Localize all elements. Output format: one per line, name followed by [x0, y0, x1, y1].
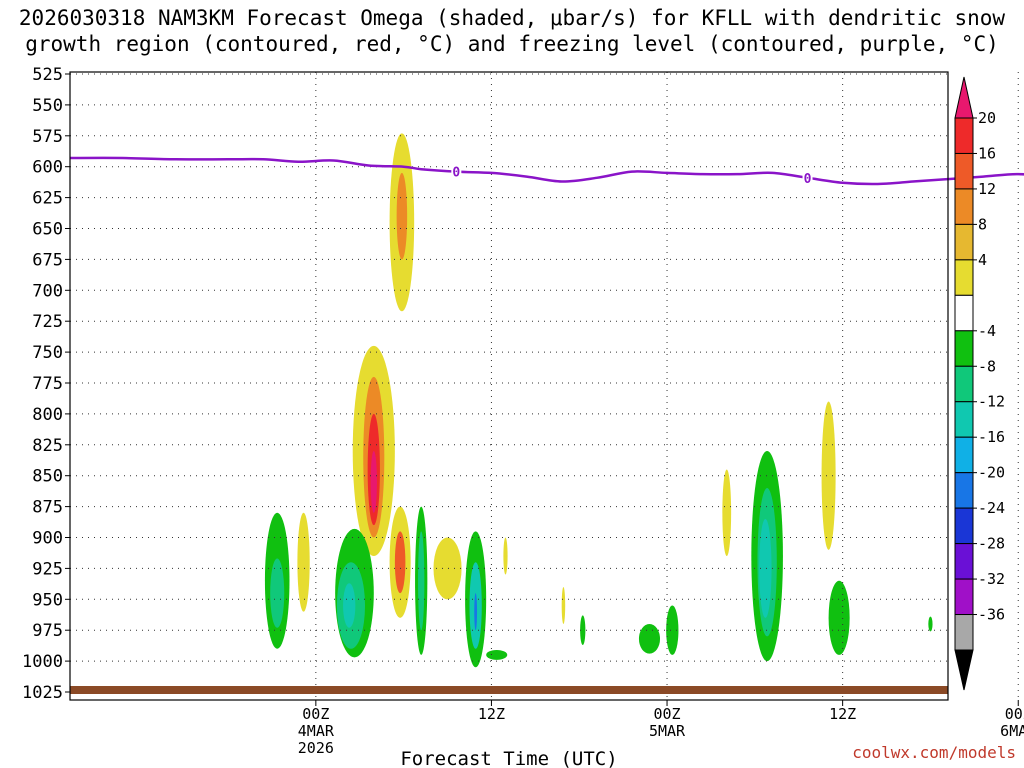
- colorbar-label-5: -4: [978, 322, 996, 340]
- y-tick-label-575: 575: [32, 127, 63, 147]
- colorbar-box-1: [954, 152, 974, 190]
- y-tick-label-525: 525: [32, 65, 63, 85]
- y-tick-label-950: 950: [32, 590, 63, 610]
- colorbar-label-7: -12: [978, 393, 1005, 411]
- omega-region-5: [370, 450, 377, 513]
- omega-region-14: [433, 537, 462, 600]
- freezing-level-label-bg-0: [451, 164, 462, 179]
- omega-region-13: [297, 512, 310, 612]
- colorbar-label-3: 8: [978, 215, 987, 233]
- colorbar-label-2: 12: [978, 180, 996, 198]
- x-axis-ticks: 00Z4MAR202612Z00Z5MAR12Z00Z6MAR: [298, 700, 1024, 757]
- colorbar-label-6: -8: [978, 357, 996, 375]
- y-tick-label-825: 825: [32, 436, 63, 456]
- omega-shaded-regions: [264, 133, 933, 668]
- colorbar-box-0: [954, 117, 974, 154]
- omega-region-7: [394, 531, 406, 594]
- x-tick-label-40-2: 6MAR: [1000, 722, 1024, 740]
- colorbar-box-14: [954, 614, 974, 651]
- y-tick-label-625: 625: [32, 189, 63, 209]
- grid-lines: [70, 72, 1019, 700]
- colorbar-label-0: 20: [978, 109, 996, 127]
- colorbar-box-8: [954, 401, 974, 438]
- y-tick-label-775: 775: [32, 374, 63, 394]
- omega-region-10: [343, 583, 356, 628]
- omega-region-21: [486, 649, 508, 660]
- x-tick-label-0-3: 2026: [298, 739, 334, 757]
- omega-region-16: [418, 531, 425, 631]
- omega-region-32: [928, 616, 933, 632]
- x-tick-label-20-2: 5MAR: [649, 722, 686, 740]
- y-tick-label-925: 925: [32, 559, 63, 579]
- chart-title-line2: growth region (contoured, red, °C) and f…: [25, 32, 999, 56]
- colorbar-bottom-arrow: [954, 649, 974, 691]
- y-tick-label-600: 600: [32, 158, 63, 178]
- omega-region-23: [580, 615, 586, 646]
- y-tick-label-900: 900: [32, 529, 63, 549]
- freezing-level-line: [69, 156, 1024, 186]
- plot-frame: [69, 71, 949, 701]
- y-tick-label-750: 750: [32, 343, 63, 363]
- y-tick-label-725: 725: [32, 312, 63, 332]
- omega-region-22: [561, 586, 566, 625]
- colorbar-box-12: [954, 543, 974, 580]
- credit-link[interactable]: coolwx.com/models: [852, 743, 1016, 762]
- x-axis-label: Forecast Time (UTC): [400, 748, 617, 768]
- colorbar-label-11: -28: [978, 535, 1005, 553]
- x-tick-label-0-2: 4MAR: [298, 722, 335, 740]
- colorbar-label-10: -24: [978, 499, 1005, 517]
- freezing-level-label-0: 0: [452, 166, 460, 181]
- y-tick-label-650: 650: [32, 220, 63, 240]
- x-tick-label-40-1: 00Z: [1005, 705, 1024, 723]
- freezing-level-label-1: 0: [804, 172, 812, 187]
- colorbar-box-6: [954, 330, 974, 367]
- colorbar-box-13: [954, 578, 974, 616]
- colorbar-box-10: [954, 472, 974, 509]
- omega-region-31: [828, 580, 850, 655]
- colorbar-label-9: -20: [978, 464, 1005, 482]
- colorbar-box-9: [954, 436, 974, 474]
- omega-region-20: [503, 537, 508, 575]
- ground-surface: [70, 686, 948, 694]
- colorbar: 20 16 12 8 4 -4 -8 -12 -16 -20 -24 -28 -32 -36: [954, 76, 1005, 691]
- x-tick-label-10-1: 12Z: [478, 705, 505, 723]
- colorbar-label-12: -32: [978, 570, 1005, 588]
- y-tick-label-675: 675: [32, 250, 63, 270]
- colorbar-box-5: [954, 294, 974, 332]
- chart-title-line1: 2026030318 NAM3KM Forecast Omega (shaded…: [18, 6, 1006, 30]
- y-tick-label-1025: 1025: [22, 683, 63, 703]
- colorbar-label-4: 4: [978, 251, 987, 269]
- y-tick-label-700: 700: [32, 281, 63, 301]
- x-tick-label-20-1: 00Z: [653, 705, 680, 723]
- colorbar-top-arrow: [954, 76, 974, 119]
- omega-region-19: [474, 593, 478, 631]
- y-tick-label-875: 875: [32, 498, 63, 518]
- omega-region-25: [666, 605, 679, 655]
- colorbar-label-13: -36: [978, 606, 1005, 624]
- x-tick-label-30-1: 12Z: [829, 705, 856, 723]
- y-tick-label-550: 550: [32, 96, 63, 116]
- colorbar-label-1: 16: [978, 144, 996, 162]
- y-tick-label-975: 975: [32, 621, 63, 641]
- y-tick-label-800: 800: [32, 405, 63, 425]
- colorbar-label-8: -16: [978, 428, 1005, 446]
- omega-region-29: [759, 518, 772, 618]
- x-tick-label-0-1: 00Z: [302, 705, 329, 723]
- colorbar-box-2: [954, 188, 974, 225]
- omega-region-12: [270, 558, 285, 628]
- omega-region-30: [821, 401, 836, 550]
- y-tick-label-1000: 1000: [22, 652, 63, 672]
- omega-region-26: [722, 469, 732, 557]
- y-tick-label-850: 850: [32, 467, 63, 487]
- y-axis-ticks: 525 550 575 600 625 650 675 700 725 750 775 800 825 8…: [22, 65, 70, 703]
- colorbar-box-11: [954, 507, 974, 545]
- colorbar-box-7: [954, 365, 974, 403]
- omega-region-1: [396, 172, 408, 260]
- omega-region-24: [638, 624, 661, 654]
- colorbar-box-4: [954, 259, 974, 296]
- colorbar-box-3: [954, 223, 974, 261]
- freezing-level-label-bg-1: [802, 170, 813, 185]
